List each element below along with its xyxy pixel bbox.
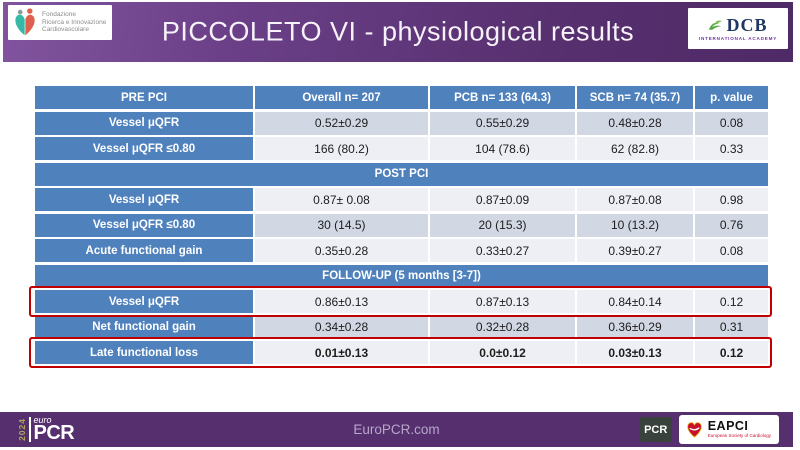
europcr-logo-divider bbox=[28, 417, 31, 442]
dcb-logo-subtitle: INTERNATIONAL ACADEMY bbox=[698, 36, 778, 41]
dcb-logo-name: DCB bbox=[726, 15, 768, 35]
cell-value: 10 (13.2) bbox=[577, 213, 693, 237]
cell-value: 20 (15.3) bbox=[430, 213, 575, 237]
table-row: Late functional loss 0.01±0.13 0.0±0.12 0.0… bbox=[29, 337, 772, 368]
dcb-leaf-icon bbox=[709, 19, 723, 30]
cell-value: 0.98 bbox=[695, 188, 768, 211]
slide-header: Fondazione Ricerca e Innovazione Cardiov… bbox=[3, 2, 793, 62]
cell-value: 0.34±0.28 bbox=[255, 315, 428, 339]
row-label: Vessel μQFR ≤0.80 bbox=[35, 213, 253, 237]
cell-value: 0.87± 0.08 bbox=[255, 188, 428, 211]
cell-value: 0.12 bbox=[695, 290, 768, 313]
cell-value: 0.03±0.13 bbox=[577, 341, 693, 364]
cell-value: 0.55±0.29 bbox=[430, 111, 575, 135]
cell-value: 0.33 bbox=[695, 137, 768, 160]
cell-value: 0.48±0.28 bbox=[577, 111, 693, 135]
table-header-column: p. value bbox=[695, 86, 768, 109]
row-label: Acute functional gain bbox=[35, 239, 253, 262]
table-row: Vessel μQFR 0.52±0.29 0.55±0.29 0.48±0.28 0.… bbox=[35, 111, 768, 135]
fondazione-line2: Ricerca e Innovazione bbox=[42, 18, 107, 26]
table-header-row: PRE PCI Overall n= 207 PCB n= 133 (64.3) SC… bbox=[35, 86, 768, 109]
cell-value: 0.08 bbox=[695, 239, 768, 262]
table-row: Net functional gain 0.34±0.28 0.32±0.28 0.3… bbox=[35, 315, 768, 339]
cell-value: 62 (82.8) bbox=[577, 137, 693, 160]
website-url: EuroPCR.com bbox=[353, 422, 440, 437]
cell-value: 0.52±0.29 bbox=[255, 111, 428, 135]
fondazione-line3: Cardiovascolare bbox=[42, 26, 89, 34]
row-label: Vessel μQFR bbox=[35, 111, 253, 135]
table-row: Vessel μQFR ≤0.80 30 (14.5) 20 (15.3) 10 (1… bbox=[35, 213, 768, 237]
fondazione-logo-text: Fondazione Ricerca e Innovazione Cardiov… bbox=[42, 11, 106, 34]
cell-value: 0.33±0.27 bbox=[430, 239, 575, 262]
pcr-logo: PCR bbox=[639, 417, 672, 442]
cell-value: 0.76 bbox=[695, 213, 768, 237]
eapci-name: EAPCI bbox=[707, 419, 749, 434]
cell-value: 0.39±0.27 bbox=[577, 239, 693, 262]
cell-value: 0.35±0.28 bbox=[255, 239, 428, 262]
cell-value: 0.12 bbox=[695, 341, 768, 364]
fondazione-heart-icon bbox=[15, 7, 35, 35]
cell-value: 0.84±0.14 bbox=[577, 290, 693, 313]
table-section-row: FOLLOW-UP (5 months [3-7]) bbox=[35, 264, 768, 288]
cell-value: 0.0±0.12 bbox=[430, 341, 575, 364]
table-section-row: POST PCI bbox=[35, 162, 768, 186]
table-row: Vessel μQFR 0.86±0.13 0.87±0.13 0.84±0.14 0.… bbox=[29, 286, 772, 317]
table-row: Vessel μQFR 0.87± 0.08 0.87±0.09 0.87±0.08 0… bbox=[35, 188, 768, 211]
cell-value: 0.31 bbox=[695, 315, 768, 339]
row-label: Net functional gain bbox=[35, 315, 253, 339]
table-header-column: PCB n= 133 (64.3) bbox=[430, 86, 575, 109]
europcr-euro-text: euro bbox=[33, 414, 52, 425]
table-row: Vessel μQFR ≤0.80 166 (80.2) 104 (78.6) 62 … bbox=[35, 137, 768, 160]
row-label: Late functional loss bbox=[35, 341, 253, 364]
row-label: Vessel μQFR ≤0.80 bbox=[35, 137, 253, 160]
dcb-logo: DCB INTERNATIONAL ACADEMY bbox=[688, 8, 788, 49]
cell-value: 0.87±0.08 bbox=[577, 188, 693, 211]
europcr-2024-logo: 2024 euro PCR bbox=[17, 414, 75, 445]
row-label: Vessel μQFR bbox=[35, 290, 253, 313]
cell-value: 30 (14.5) bbox=[255, 213, 428, 237]
cell-value: 0.01±0.13 bbox=[255, 341, 428, 364]
cell-value: 0.87±0.13 bbox=[430, 290, 575, 313]
cell-value: 104 (78.6) bbox=[430, 137, 575, 160]
table-section-label: POST PCI bbox=[35, 162, 768, 186]
europcr-year: 2024 bbox=[17, 418, 27, 441]
eapci-logo: EAPCI European Society of Cardiology bbox=[678, 415, 779, 444]
cell-value: 0.86±0.13 bbox=[255, 290, 428, 313]
fondazione-logo: Fondazione Ricerca e Innovazione Cardiov… bbox=[8, 5, 112, 40]
table-header-column: SCB n= 74 (35.7) bbox=[577, 86, 693, 109]
slide-title: PICCOLETO VI - physiological results bbox=[161, 16, 635, 47]
table-section-label: FOLLOW-UP (5 months [3-7]) bbox=[35, 264, 768, 288]
cell-value: 166 (80.2) bbox=[255, 137, 428, 160]
cell-value: 0.08 bbox=[695, 111, 768, 135]
row-label: Vessel μQFR bbox=[35, 188, 253, 211]
eapci-caption: European Society of Cardiology bbox=[707, 433, 771, 439]
europcr-pcr-text: PCR bbox=[33, 422, 75, 445]
slide-footer: 2024 euro PCR EuroPCR.com PCR EAPCI Euro… bbox=[0, 412, 793, 447]
fondazione-line1: Fondazione bbox=[42, 10, 76, 18]
cell-value: 0.36±0.29 bbox=[577, 315, 693, 339]
eapci-heart-icon bbox=[687, 422, 702, 438]
results-table: PRE PCI Overall n= 207 PCB n= 133 (64.3) SC… bbox=[29, 86, 772, 368]
table-header-column: Overall n= 207 bbox=[255, 86, 428, 109]
table-row: Acute functional gain 0.35±0.28 0.33±0.27 0… bbox=[35, 239, 768, 262]
table-header-section-label: PRE PCI bbox=[35, 86, 253, 109]
cell-value: 0.32±0.28 bbox=[430, 315, 575, 339]
cell-value: 0.87±0.09 bbox=[430, 188, 575, 211]
